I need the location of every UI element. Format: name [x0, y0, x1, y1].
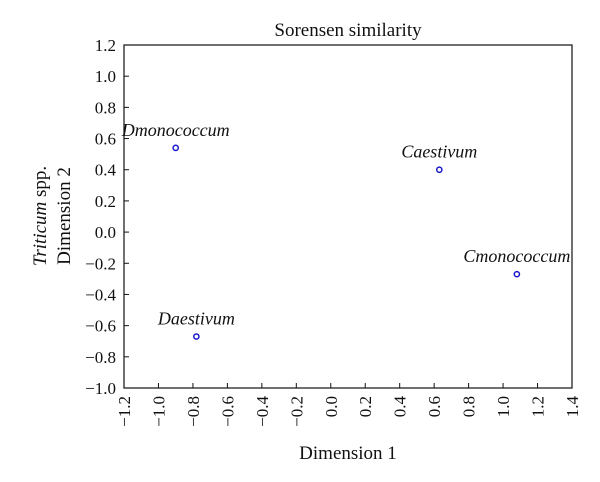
x-tick-label: 0.6	[425, 396, 444, 417]
y-axis: −1.0 −0.8 −0.6 −0.4 −0.2 0.0 0.2 0.4 0.6 0.8 1.0 1.…	[85, 36, 129, 398]
y-tick-label: 0.6	[95, 130, 116, 149]
y-tick-label: −1.0	[85, 379, 116, 398]
x-tick-label: −0.8	[184, 396, 203, 427]
x-tick-label: 1.0	[494, 396, 513, 417]
y-tick-label: 0.0	[95, 223, 116, 242]
data-point-label: Caestivum	[401, 142, 477, 162]
x-tick-label: 0.4	[391, 396, 410, 418]
y-tick-label: 0.8	[95, 98, 116, 117]
x-tick-label: 1.4	[563, 396, 582, 418]
data-point	[172, 144, 180, 152]
x-tick-label: 0.0	[322, 396, 341, 417]
data-point-label: Daestivum	[157, 309, 235, 329]
x-tick-label: −0.4	[253, 396, 272, 427]
y-axis-label-line2: Dimension 2	[54, 167, 75, 265]
x-tick-label: −1.2	[115, 396, 134, 427]
x-tick-label: 0.8	[460, 396, 479, 417]
y-tick-label: 0.2	[95, 192, 116, 211]
y-tick-label: 1.2	[95, 36, 116, 55]
y-axis-label-suffix: spp.	[30, 166, 51, 202]
x-tick-label: 0.2	[356, 396, 375, 417]
data-point	[513, 270, 521, 278]
chart-title: Sorensen similarity	[274, 20, 422, 41]
y-tick-label: 1.0	[95, 67, 116, 86]
plot-frame	[123, 44, 573, 389]
y-tick-label: −0.6	[85, 317, 116, 336]
data-point	[435, 166, 443, 174]
data-points: Dmonococcum Caestivum Cmonococcum Daestivum	[121, 120, 570, 340]
data-point-label: Cmonococcum	[463, 246, 570, 266]
x-tick-label: −0.6	[218, 396, 237, 427]
y-tick-label: −0.4	[85, 285, 116, 304]
x-tick-label: −0.2	[287, 396, 306, 427]
x-tick-label: −1.0	[149, 396, 168, 427]
y-tick-label: −0.2	[85, 254, 116, 273]
y-axis-label-genus: Triticum	[30, 202, 51, 266]
x-axis: −1.2 −1.0 −0.8 −0.6 −0.4 −0.2 0.0 0.2 0.4 0.6 0.8 1…	[115, 383, 582, 427]
x-tick-label: 1.2	[529, 396, 548, 417]
svg-text:Triticum spp.: Triticum spp.	[30, 166, 51, 266]
y-tick-label: −0.8	[85, 348, 116, 367]
y-axis-label: Triticum spp. Dimension 2	[30, 166, 75, 266]
data-point	[193, 333, 200, 340]
data-point-label: Dmonococcum	[121, 120, 230, 140]
y-tick-label: 0.4	[95, 161, 117, 180]
x-axis-label: Dimension 1	[299, 443, 397, 464]
